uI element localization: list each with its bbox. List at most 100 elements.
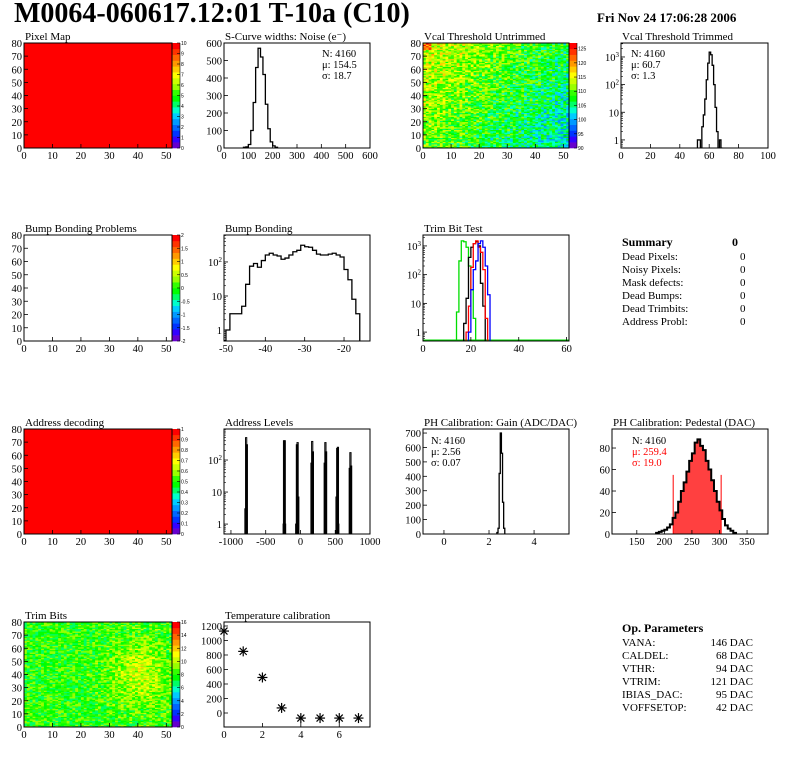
heatmap-cell: [476, 62, 480, 65]
heatmap-cell: [501, 43, 505, 45]
heatmap-cell: [465, 50, 469, 53]
heatmap-cell: [32, 681, 36, 683]
heatmap-cell: [496, 45, 500, 48]
heatmap-cell: [518, 77, 522, 79]
heatmap-cell: [434, 83, 438, 86]
heatmap-cell: [38, 719, 42, 721]
heatmap-cell: [476, 115, 480, 117]
heatmap-cell: [476, 106, 480, 108]
heatmap-cell: [41, 711, 45, 713]
heatmap-cell: [490, 75, 494, 78]
heatmap-cell: [546, 108, 550, 111]
heatmap-cell: [456, 145, 460, 148]
heatmap-cell: [563, 113, 567, 116]
heatmap-cell: [448, 127, 452, 129]
heatmap-cell: [425, 98, 430, 100]
heatmap-cell: [442, 74, 446, 77]
heatmap-cell: [456, 141, 460, 144]
heatmap-cell: [554, 91, 559, 94]
heatmap-cell: [504, 64, 508, 66]
heatmap-cell: [554, 132, 559, 134]
heatmap-cell: [434, 140, 438, 142]
heatmap-cell: [549, 103, 553, 106]
heatmap-cell: [549, 48, 553, 50]
heatmap-cell: [442, 48, 446, 50]
heatmap-cell: [29, 667, 33, 670]
heatmap-cell: [465, 100, 469, 103]
heatmap-cell: [543, 85, 547, 87]
heatmap-cell: [442, 111, 446, 113]
heatmap-cell: [501, 58, 505, 61]
heatmap-cell: [521, 67, 525, 70]
heatmap-cell: [484, 127, 488, 129]
heatmap-cell: [543, 77, 547, 79]
y-tick-label: 10: [12, 517, 23, 528]
colorbar-segment: [172, 429, 180, 436]
heatmap-cell: [557, 77, 561, 79]
heatmap-cell: [24, 690, 28, 692]
heatmap-cell: [445, 100, 449, 103]
heatmap-cell: [538, 85, 542, 87]
heatmap-cell: [526, 115, 531, 117]
heatmap-cell: [29, 692, 33, 695]
heatmap-cell: [448, 83, 452, 86]
heatmap-cell: [518, 116, 522, 119]
heatmap-cell: [498, 116, 503, 119]
heatmap-cell: [448, 129, 452, 132]
heatmap-cell: [465, 120, 469, 123]
heatmap-cell: [538, 69, 542, 71]
x-tick-label: 0: [441, 537, 446, 548]
heatmap-cell: [504, 58, 508, 61]
heatmap-cell: [566, 86, 569, 89]
heatmap-cell: [493, 111, 497, 113]
heatmap-cell: [481, 88, 486, 91]
heatmap-cell: [563, 75, 567, 78]
heatmap-cell: [462, 103, 466, 106]
heatmap-cell: [451, 133, 455, 136]
heatmap-cell: [521, 146, 525, 148]
heatmap-cell: [456, 46, 460, 49]
heatmap-cell: [524, 108, 528, 111]
heatmap-cell: [529, 134, 533, 137]
heatmap-cell: [38, 682, 42, 685]
heatmap-cell: [431, 43, 435, 45]
heatmap-cell: [552, 124, 556, 127]
heatmap-cell: [552, 44, 556, 47]
heatmap-cell: [552, 119, 556, 121]
heatmap-cell: [552, 133, 556, 136]
heatmap-cell: [510, 53, 514, 56]
heatmap-cell: [484, 103, 488, 106]
heatmap-cell: [521, 125, 525, 128]
heatmap-cell: [481, 69, 486, 71]
heatmap-cell: [423, 87, 427, 90]
heatmap-cell: [453, 79, 458, 82]
heatmap-cell: [540, 116, 545, 119]
heatmap-cell: [453, 83, 458, 86]
heatmap-cell: [501, 67, 505, 70]
heatmap-cell: [532, 60, 536, 62]
heatmap-cell: [442, 69, 446, 71]
heatmap-cell: [459, 44, 463, 47]
heatmap-cell: [490, 67, 494, 70]
heatmap-cell: [459, 95, 463, 98]
heatmap-cell: [465, 82, 469, 85]
heatmap-cell: [428, 57, 432, 60]
heatmap-cell: [526, 54, 531, 57]
x-tick-label: 50: [558, 151, 569, 162]
heatmap-cell: [35, 679, 39, 682]
heatmap-cell: [552, 141, 556, 144]
heatmap-cell: [487, 99, 491, 102]
heatmap-cell: [473, 107, 477, 110]
heatmap-cell: [425, 100, 430, 103]
heatmap-cell: [437, 60, 441, 62]
heatmap-cell: [476, 75, 480, 78]
heatmap-cell: [535, 54, 539, 57]
y-tick-base: 10: [605, 53, 616, 64]
heatmap-cell: [552, 49, 556, 52]
heatmap-cell: [493, 65, 497, 68]
heatmap-cell: [526, 87, 531, 90]
heatmap-cell: [496, 64, 500, 66]
heatmap-cell: [563, 64, 567, 66]
heatmap-cell: [540, 138, 545, 141]
heatmap-cell: [563, 125, 567, 128]
